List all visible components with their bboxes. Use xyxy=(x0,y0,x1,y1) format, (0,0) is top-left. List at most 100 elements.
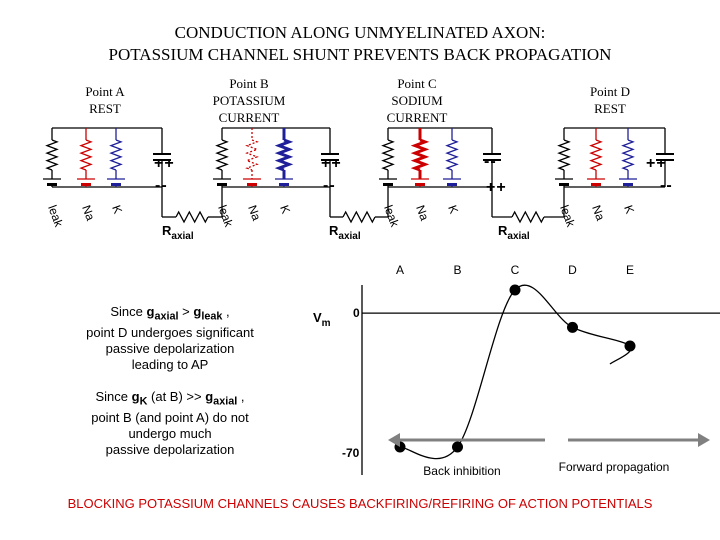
battery-short-plate xyxy=(47,183,57,186)
note-gaxial-g-sub: axial xyxy=(154,310,179,323)
branch-resistor xyxy=(621,139,635,171)
label-k: K xyxy=(621,203,637,215)
data-point-C xyxy=(509,284,521,296)
charge-minus: -- xyxy=(155,177,168,194)
battery-short-plate xyxy=(383,183,393,186)
battery-short-plate xyxy=(623,183,633,186)
x-tick-E: E xyxy=(626,263,634,277)
axial-label-sub: axial xyxy=(338,231,360,242)
voltage-chart: Vm 0 -70 A B C D E Back inhibition Forward propag… xyxy=(313,263,720,478)
note-gk-mid: (at B) >> xyxy=(147,389,206,404)
bottom-note: BLOCKING POTASSIUM CHANNELS CAUSES BACKF… xyxy=(67,496,653,511)
note-gaxial-g: g xyxy=(146,304,155,319)
charge-plus: ++ xyxy=(321,155,342,172)
point-c-state2: CURRENT xyxy=(386,110,448,125)
circuit-unit-b: leak Na K xyxy=(213,127,339,230)
battery-short-plate xyxy=(415,183,425,186)
circuit-unit-d: leak Na K xyxy=(555,127,674,230)
point-c-state: SODIUM xyxy=(391,93,443,108)
title-line-1: CONDUCTION ALONG UNMYELINATED AXON: xyxy=(174,23,546,42)
note-gk-line1: Since gK (at B) >> gaxial , xyxy=(60,389,280,410)
charge-plus: ++ xyxy=(154,155,175,172)
note-gaxial-line4: leading to AP xyxy=(131,356,209,372)
note-gk-g: g xyxy=(131,389,140,404)
battery-short-plate xyxy=(447,183,457,186)
branch-resistor xyxy=(557,139,571,171)
point-d-name: Point D xyxy=(589,84,631,99)
note-gk-line2: point B (and point A) do not xyxy=(91,409,249,425)
charge-minus: -- xyxy=(484,153,497,170)
point-b-state: POTASSIUM xyxy=(212,93,286,108)
point-c-name: Point C xyxy=(397,76,437,91)
x-tick-A: A xyxy=(396,263,404,277)
point-a-label: Point A REST xyxy=(50,83,160,117)
voltage-curve xyxy=(399,284,632,460)
branch-resistor xyxy=(589,139,603,171)
label-na: Na xyxy=(79,203,98,223)
axial-label: Raxial xyxy=(498,223,530,242)
charge-plus: ++ xyxy=(486,179,507,196)
note-gk-gaxial-sub: axial xyxy=(213,395,238,408)
axial-label: Raxial xyxy=(329,223,361,242)
axial-resistor xyxy=(511,210,545,224)
branch-resistor xyxy=(410,138,430,172)
data-point-E xyxy=(624,340,636,352)
charge-plus: ++ xyxy=(646,155,667,172)
axial-label-sub: axial xyxy=(507,231,529,242)
point-b-state2: CURRENT xyxy=(218,110,280,125)
label-leak: leak xyxy=(45,203,66,229)
back-inhibition-arrow-head xyxy=(388,433,400,447)
title-line-2: POTASSIUM CHANNEL SHUNT PREVENTS BACK PR… xyxy=(108,45,612,64)
label-na: Na xyxy=(589,203,608,223)
back-inhibition-label: Back inhibition xyxy=(423,464,500,478)
axial-label: Raxial xyxy=(162,223,194,242)
label-k: K xyxy=(109,203,125,215)
x-tick-C: C xyxy=(511,263,520,277)
y-axis-label: Vm xyxy=(313,310,331,329)
battery-short-plate xyxy=(591,183,601,186)
note-gk-prefix: Since xyxy=(95,389,132,404)
note-gk-g-sub: K xyxy=(139,395,148,408)
note-gaxial-comma: , xyxy=(222,304,230,319)
battery-short-plate xyxy=(111,183,121,186)
branch-resistor xyxy=(215,139,229,171)
point-d-state: REST xyxy=(594,101,626,116)
label-k: K xyxy=(277,203,293,215)
label-na: Na xyxy=(245,203,264,223)
point-a-state: REST xyxy=(89,101,121,116)
y-tick-0: 0 xyxy=(353,306,360,320)
battery-short-plate xyxy=(217,183,227,186)
note-gk: Since gK (at B) >> gaxial , point B (and… xyxy=(60,389,280,458)
point-a-name: Point A xyxy=(85,84,125,99)
data-point-B xyxy=(452,441,463,453)
branch-resistor xyxy=(381,139,395,171)
point-c-label: Point C SODIUM CURRENT xyxy=(362,75,472,126)
note-gk-gaxial: g xyxy=(205,389,214,404)
chart-root: Vm 0 -70 A B C D E Back inhibition Forward propag… xyxy=(313,263,720,478)
battery-short-plate xyxy=(81,183,91,186)
battery-short-plate xyxy=(279,183,289,186)
y-axis-label-sub: m xyxy=(322,318,331,329)
point-d-label: Point D REST xyxy=(555,83,665,117)
axial-resistor xyxy=(342,210,376,224)
branch-resistor xyxy=(109,139,123,171)
note-gk-line4: passive depolarization xyxy=(105,441,235,457)
battery-short-plate xyxy=(559,183,569,186)
note-gaxial-prefix: Since xyxy=(110,304,147,319)
point-b-name: Point B xyxy=(229,76,269,91)
note-gk-line3: undergo much xyxy=(128,425,212,441)
note-gaxial-gleak-sub: leak xyxy=(201,310,223,323)
note-gk-comma: , xyxy=(237,389,245,404)
forward-arrow-head xyxy=(698,433,710,447)
branch-resistor xyxy=(79,139,93,171)
note-gaxial: Since gaxial > gleak , point D undergoes… xyxy=(60,304,280,373)
label-na: Na xyxy=(413,203,432,223)
forward-propagation-label: Forward propagation xyxy=(559,460,670,474)
note-gaxial-line2: point D undergoes significant xyxy=(86,324,254,340)
note-gaxial-gt: > xyxy=(178,304,194,319)
point-b-label: Point B POTASSIUM CURRENT xyxy=(194,75,304,126)
data-point-D xyxy=(567,321,578,333)
battery-short-plate xyxy=(247,183,257,186)
